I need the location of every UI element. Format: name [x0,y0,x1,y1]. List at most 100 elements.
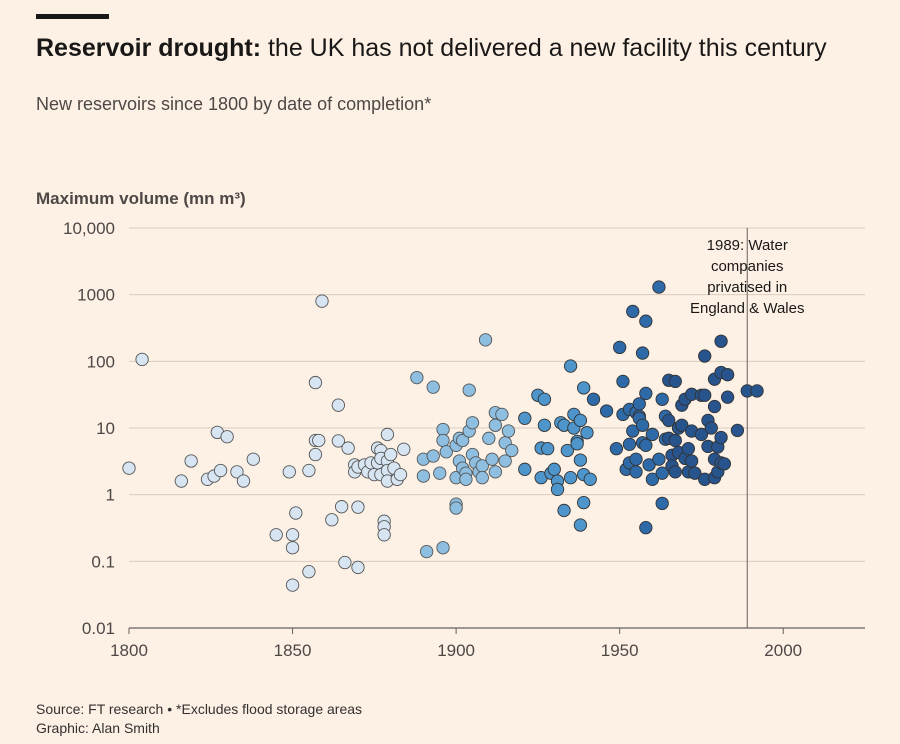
data-point [668,374,682,389]
data-point [230,465,244,479]
data-point [645,472,660,486]
data-point [488,465,503,479]
data-point [426,380,440,394]
data-point [478,333,493,347]
data-point [698,349,712,363]
data-point [135,352,149,367]
data-point [704,421,718,435]
annotation-text: 1989: Water [707,237,788,254]
data-point [426,449,440,463]
data-point [717,457,731,471]
data-point [397,442,411,456]
data-point [334,500,349,514]
data-point [675,418,689,432]
data-point [639,438,653,452]
data-point [613,340,627,355]
data-point [236,474,251,488]
data-point [537,418,552,432]
data-point [720,390,735,404]
data-point [393,467,408,482]
data-point [629,452,643,466]
data-point [501,424,516,438]
data-point [599,404,614,418]
data-point [308,447,323,462]
data-point [331,434,346,448]
y-tick-label: 1 [106,486,115,505]
data-point [642,458,656,472]
data-point [580,426,594,440]
data-point [655,496,669,511]
title-bold: Reservoir drought: [36,34,262,62]
data-point [465,416,480,430]
annotation-text: privatised in [707,279,787,296]
data-point [560,443,574,458]
data-point [436,541,450,555]
data-point [269,528,283,542]
data-point [655,466,669,480]
y-axis-label: Maximum volume (mn m³) [36,189,246,208]
data-point [541,442,555,456]
data-point [668,433,682,448]
data-point [246,452,260,466]
data-point [662,413,676,428]
data-point [302,463,316,478]
data-point [707,399,722,414]
data-point [420,544,434,559]
data-point [629,465,643,479]
data-point [518,462,532,476]
data-point [750,384,764,398]
data-point [583,472,597,486]
page-title: Reservoir drought: the UK has not delive… [36,34,827,63]
data-point [498,454,512,468]
footer: Source: FT research • *Excludes flood st… [36,700,362,738]
y-tick-label: 10,000 [63,219,115,238]
data-point [537,392,552,406]
data-point [410,370,424,385]
data-point [635,418,650,432]
data-point [609,442,624,456]
data-point [416,469,431,483]
data-point [462,383,476,397]
data-point [384,447,398,462]
data-point [495,407,509,422]
annotation-text: England & Wales [690,300,805,317]
data-point [338,555,352,570]
data-point [282,465,296,479]
data-point [563,359,578,373]
data-point [302,565,316,579]
data-point [459,472,473,486]
data-point [577,381,591,395]
data-point [714,334,728,348]
x-tick-label: 1950 [601,641,639,660]
x-tick-label: 1850 [274,641,312,660]
data-point [586,392,601,406]
data-point [714,430,728,445]
y-tick-label: 0.1 [91,552,115,571]
data-point [684,454,699,468]
title-rest: the UK has not delivered a new facility … [261,34,827,62]
y-tick-label: 0.01 [82,619,115,638]
annotation-text: companies [711,258,784,275]
chart-subtitle: New reservoirs since 1800 by date of com… [36,94,432,114]
data-point [563,470,578,485]
brand-bar [36,14,109,19]
data-point [377,528,391,542]
data-point [668,465,682,479]
data-point [285,541,300,555]
data-point [730,423,745,438]
data-point [439,445,453,459]
data-point [351,560,365,575]
x-tick-label: 1800 [110,641,148,660]
data-point [688,466,702,480]
data-point [289,506,303,520]
data-point [436,433,450,448]
data-point [505,443,519,458]
y-tick-label: 100 [87,352,115,371]
data-point [433,466,447,480]
data-point [577,495,591,510]
data-point [341,441,355,455]
y-tick-label: 10 [96,419,115,438]
data-point [573,413,588,428]
data-point [488,418,503,432]
data-point [285,528,300,542]
